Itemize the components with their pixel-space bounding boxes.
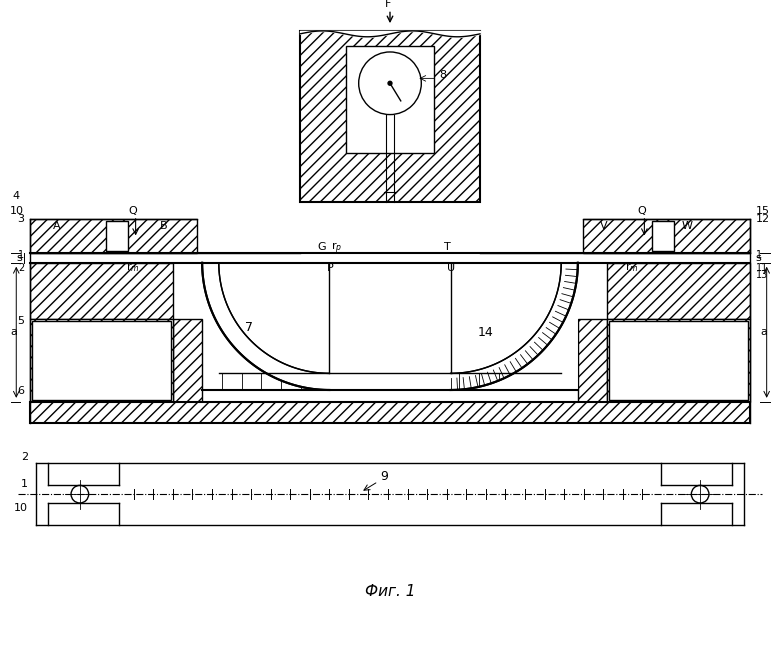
Text: 7: 7 [245,321,254,334]
Text: 11: 11 [756,262,768,273]
Circle shape [388,81,392,86]
Bar [30,319,173,402]
Text: 10: 10 [10,206,24,216]
Text: r$_p$: r$_p$ [332,240,342,256]
Text: s: s [755,253,760,263]
Text: 1: 1 [18,250,24,260]
Text: r$_m$: r$_m$ [126,262,140,275]
Bar [300,31,480,202]
Text: r$_m$: r$_m$ [625,262,639,275]
Bar [30,263,173,319]
Bar [30,219,197,253]
Text: U: U [447,262,455,273]
Text: 1: 1 [756,250,762,260]
Polygon shape [202,263,578,390]
Text: 13: 13 [756,270,768,281]
Text: G: G [317,242,326,252]
Text: 9: 9 [380,470,388,483]
Text: 10: 10 [14,503,28,513]
Text: a: a [760,327,768,337]
Text: 3: 3 [17,214,24,224]
Text: 15: 15 [756,206,770,216]
Text: 1: 1 [21,479,28,489]
Text: 5: 5 [17,316,24,327]
Text: 14: 14 [478,326,494,339]
Text: 6: 6 [17,386,24,396]
Bar [30,402,750,423]
Text: F: F [385,0,392,10]
Text: Q: Q [637,206,647,216]
Bar [173,319,202,402]
Bar [607,263,750,319]
Text: 12: 12 [756,214,770,224]
Bar [578,319,607,402]
Text: V: V [601,220,608,231]
Text: 4: 4 [12,191,20,202]
Bar [346,45,434,153]
Text: a: a [10,327,17,337]
Text: W: W [682,220,693,231]
Text: P: P [326,262,333,273]
Text: A: A [52,220,60,231]
Text: 8: 8 [439,71,446,80]
Bar [583,219,750,253]
Text: T: T [444,242,451,252]
Text: 2: 2 [21,452,28,463]
Bar [106,221,128,251]
Text: s: s [16,253,22,263]
Bar [32,321,171,400]
Text: B: B [160,220,168,231]
Bar [652,221,674,251]
Bar [609,321,748,400]
Bar [607,319,750,402]
Text: 2: 2 [18,262,24,273]
Text: Фиг. 1: Фиг. 1 [365,584,415,599]
Text: Q: Q [129,206,137,216]
